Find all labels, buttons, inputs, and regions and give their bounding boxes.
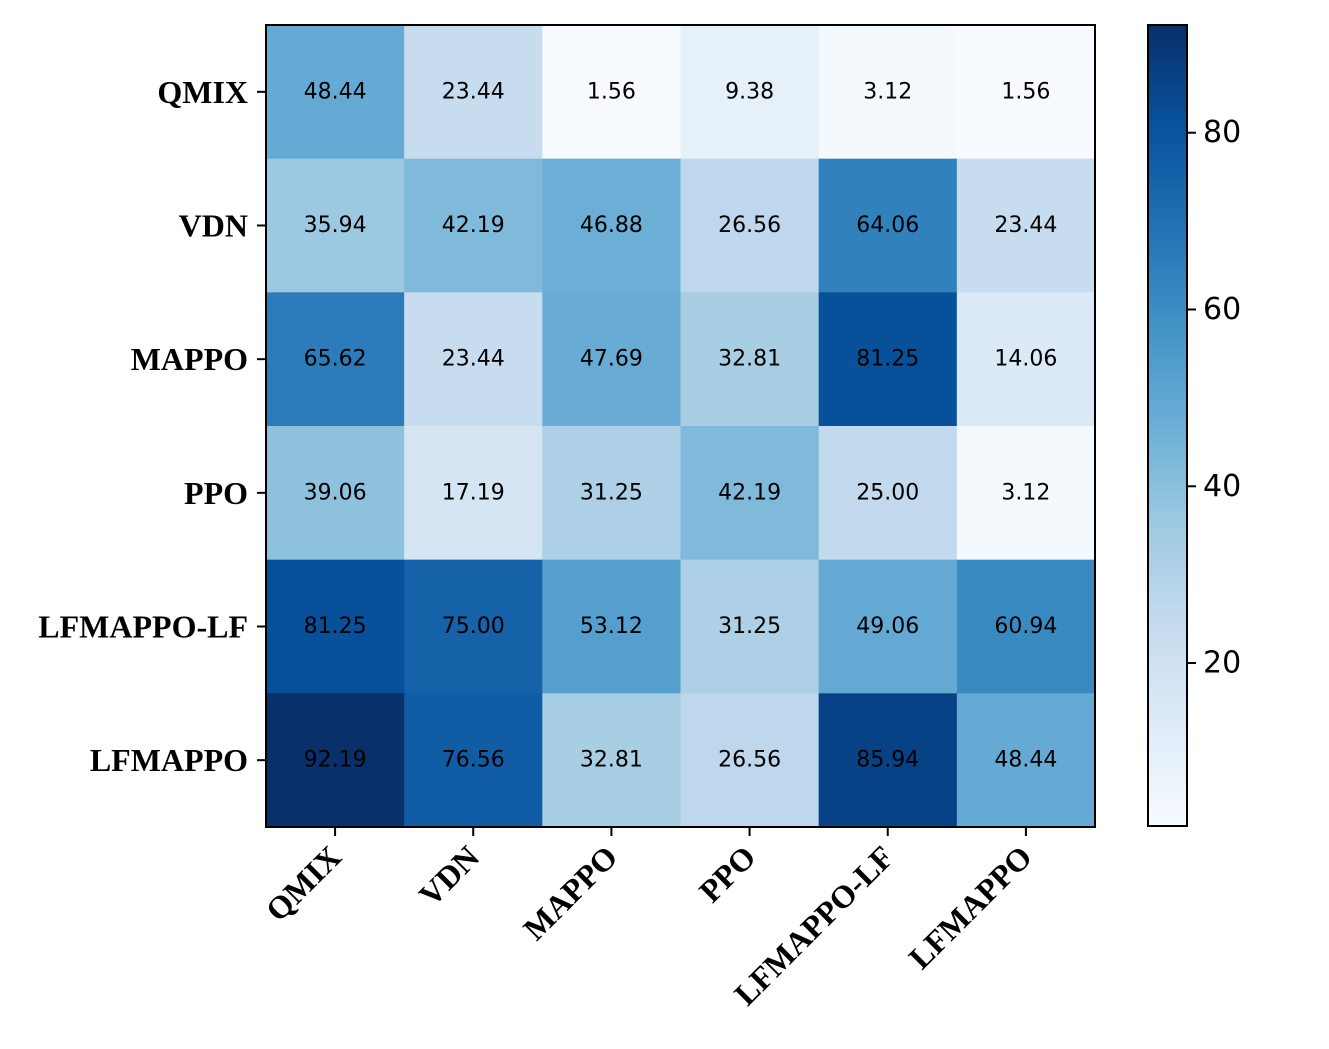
heatmap-cell-5-4 [818,693,958,828]
heatmap-cell-0-0 [266,25,405,160]
cell-value-label: 23.44 [442,79,505,104]
heatmap-cell-1-4 [818,158,958,293]
colorbar-tick-label: 20 [1203,646,1241,681]
colorbar-tick-label: 80 [1203,115,1241,150]
cell-value-label: 60.94 [994,614,1057,639]
heatmap-cell-5-5 [956,693,1096,828]
cell-value-label: 26.56 [718,748,781,773]
heatmap-cell-2-0 [266,292,405,427]
cell-value-label: 46.88 [580,213,643,238]
cell-value-label: 1.56 [587,79,636,104]
cell-value-label: 3.12 [863,79,912,104]
plot-frame [265,24,1096,828]
cell-value-label: 47.69 [580,347,643,372]
cell-value-label: 1.56 [1001,79,1050,104]
cell-value-label: 75.00 [442,614,505,639]
cell-value-label: 35.94 [304,213,367,238]
cell-value-label: 39.06 [304,480,367,505]
colorbar-tick-label: 40 [1203,469,1241,504]
cell-value-label: 48.44 [304,79,367,104]
heatmap-cell-labels: 48.44 23.44 1.56 9.38 3.12 1.56 35.94 42.19 46.8… [304,79,1058,772]
cell-value-label: 49.06 [856,614,919,639]
cell-value-label: 81.25 [856,347,919,372]
cell-value-label: 17.19 [442,480,505,505]
cell-value-label: 85.94 [856,748,919,773]
heatmap-cells [266,25,1096,828]
heatmap-cell-4-5 [956,559,1096,694]
cell-value-label: 53.12 [580,614,643,639]
heatmap-cell-0-4 [818,25,958,160]
heatmap-cell-1-3 [680,158,820,293]
x-tick-label: QMIX [258,838,348,928]
heatmap-cell-5-3 [680,693,820,828]
cell-value-label: 48.44 [994,748,1057,773]
cell-value-label: 81.25 [304,614,367,639]
heatmap-cell-5-1 [404,693,543,828]
x-tick-label: VDN [412,838,486,912]
cell-value-label: 31.25 [580,480,643,505]
heatmap-cell-3-3 [680,426,820,561]
cell-value-label: 32.81 [718,347,781,372]
y-tick-label: MAPPO [131,341,248,377]
heatmap-cell-5-0 [266,693,405,828]
colorbar: 20 40 60 80 [1147,24,1241,827]
cell-value-label: 42.19 [442,213,505,238]
y-tick-label: PPO [184,475,248,511]
cell-value-label: 92.19 [304,748,367,773]
heatmap-cell-2-3 [680,292,820,427]
x-tick-label: MAPPO [516,838,624,946]
cell-value-label: 76.56 [442,748,505,773]
x-tick-label: LFMAPPO [902,838,1039,975]
y-tick-label: LFMAPPO [90,742,248,778]
heatmap-cell-2-5 [956,292,1096,427]
heatmap-cell-2-1 [404,292,543,427]
heatmap-cell-4-0 [266,559,405,694]
heatmap-cell-2-4 [818,292,958,427]
heatmap-cell-0-5 [956,25,1096,160]
heatmap-cell-2-2 [542,292,682,427]
heatmap-cell-3-2 [542,426,682,561]
cell-value-label: 31.25 [718,614,781,639]
heatmap-cell-4-1 [404,559,543,694]
heatmap-cell-5-2 [542,693,682,828]
cell-value-label: 23.44 [442,347,505,372]
cell-value-label: 23.44 [994,213,1057,238]
cell-value-label: 14.06 [994,347,1057,372]
heatmap-cell-4-3 [680,559,820,694]
cell-value-label: 32.81 [580,748,643,773]
heatmap-cell-4-4 [818,559,958,694]
cell-value-label: 25.00 [856,480,919,505]
y-tick-label: VDN [179,208,248,244]
colorbar-tick-label: 60 [1203,292,1241,327]
cell-value-label: 26.56 [718,213,781,238]
heatmap-cell-0-1 [404,25,543,160]
cell-value-label: 65.62 [304,347,367,372]
x-tick-label: PPO [692,838,763,909]
heatmap-cell-1-0 [266,158,405,293]
y-tick-label: QMIX [157,74,248,110]
cell-value-label: 64.06 [856,213,919,238]
heatmap-cell-3-5 [956,426,1096,561]
heatmap-cell-1-1 [404,158,543,293]
heatmap-cell-1-2 [542,158,682,293]
heatmap-cell-0-2 [542,25,682,160]
cell-value-label: 3.12 [1001,480,1050,505]
cell-value-label: 9.38 [725,79,774,104]
heatmap-cell-3-1 [404,426,543,561]
heatmap-cell-3-4 [818,426,958,561]
y-tick-label: LFMAPPO-LF [38,609,248,645]
heatmap-cell-1-5 [956,158,1096,293]
heatmap-cell-3-0 [266,426,405,561]
cell-value-label: 42.19 [718,480,781,505]
heatmap-cell-4-2 [542,559,682,694]
y-axis: QMIX VDN MAPPO PPO LFMAPPO-LF LFMAPPO [38,74,266,778]
heatmap-cell-0-3 [680,25,820,160]
colorbar-gradient [1147,24,1188,827]
